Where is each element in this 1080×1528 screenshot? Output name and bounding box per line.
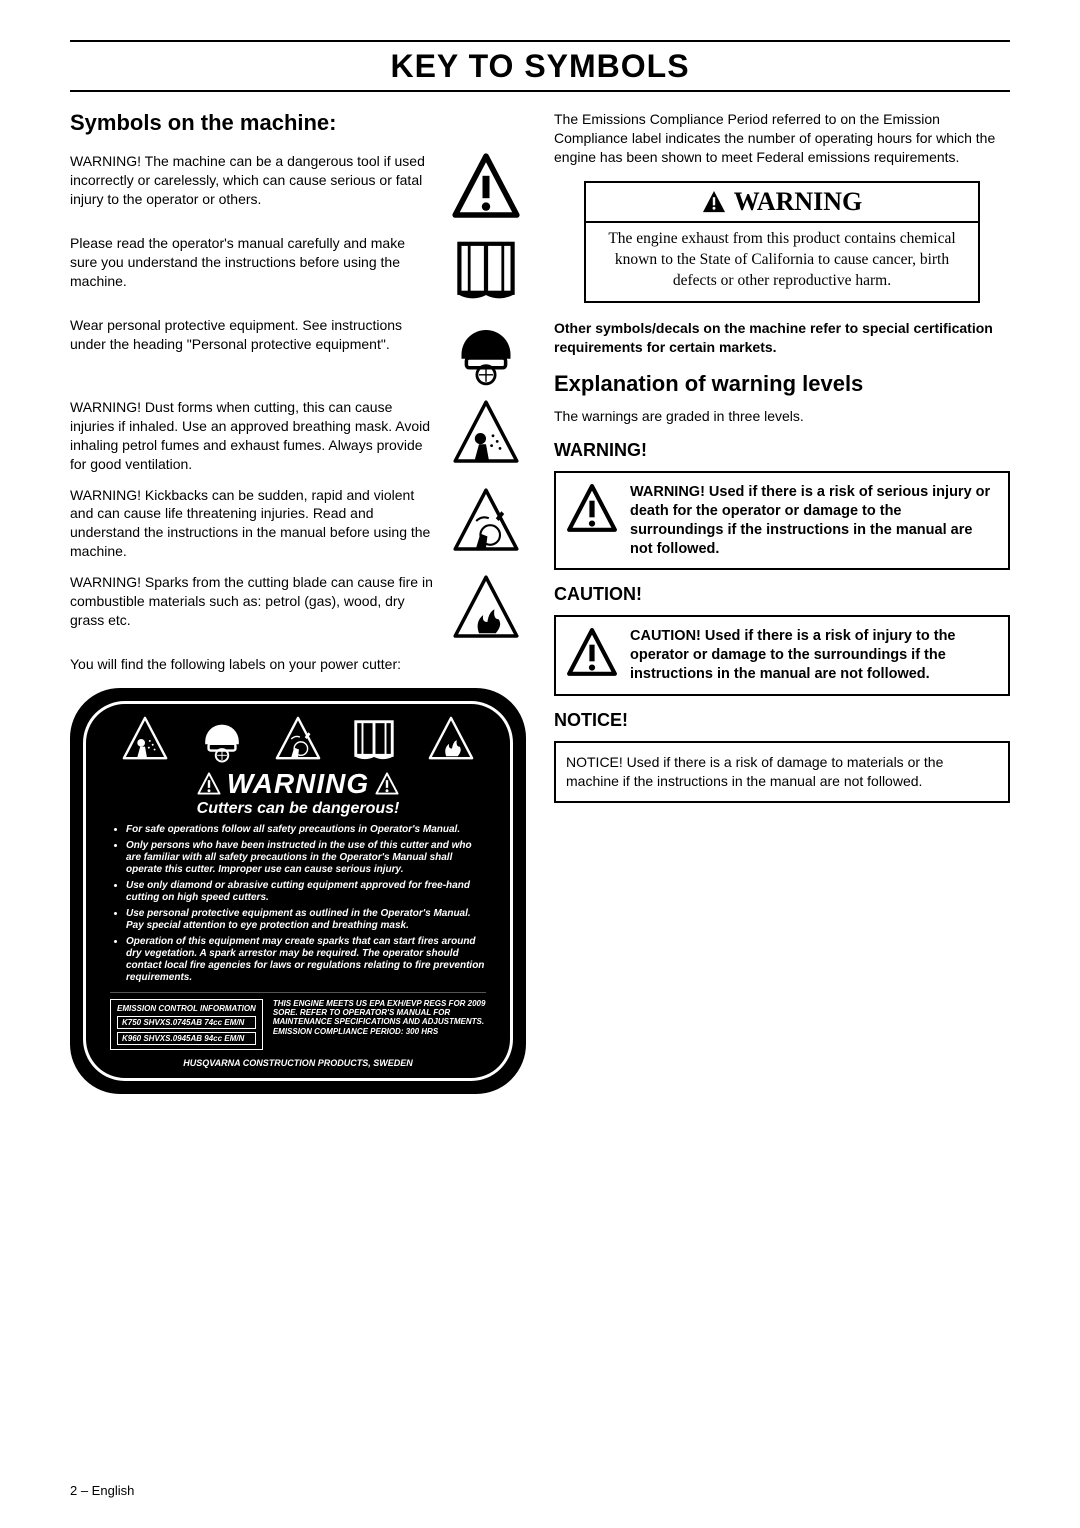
- label-bullet: Use personal protective equipment as out…: [126, 908, 486, 932]
- read-manual-icon: [446, 234, 526, 304]
- emissions-intro: The Emissions Compliance Period referred…: [554, 110, 1010, 167]
- symbol-ppe-text: Wear personal protective equipment. See …: [70, 316, 436, 354]
- exhaust-heading: WARNING: [734, 187, 863, 217]
- symbol-read-manual-text: Please read the operator's manual carefu…: [70, 234, 436, 291]
- dust-warning-icon: [446, 398, 526, 468]
- warning-triangle-icon: [446, 152, 526, 222]
- labels-intro: You will find the following labels on yo…: [70, 655, 526, 674]
- caution-level-box: CAUTION! Used if there is a risk of inju…: [554, 615, 1010, 696]
- ppe-helmet-icon: [446, 316, 526, 386]
- explanation-heading: Explanation of warning levels: [554, 371, 1010, 397]
- label-fire-icon: [427, 714, 475, 764]
- page-title: KEY TO SYMBOLS: [70, 46, 1010, 92]
- warning-triangle-icon: [566, 483, 618, 535]
- emission-row: K750 SHVXS.0745AB 74cc EM/N: [117, 1016, 256, 1029]
- notice-level-body: NOTICE! Used if there is a risk of damag…: [566, 754, 943, 789]
- warning-triangle-icon: [566, 627, 618, 679]
- label-dust-icon: [121, 714, 169, 764]
- label-bullet: Use only diamond or abrasive cutting equ…: [126, 880, 486, 904]
- label-bullet: For safe operations follow all safety pr…: [126, 824, 486, 836]
- warning-level-box: WARNING! Used if there is a risk of seri…: [554, 471, 1010, 570]
- label-book-icon: [350, 714, 398, 764]
- page-footer: 2 – English: [70, 1483, 134, 1498]
- label-warn-tri-right-icon: [375, 772, 399, 796]
- emission-info-box: EMISSION CONTROL INFORMATION K750 SHVXS.…: [110, 999, 263, 1050]
- fire-warning-icon: [446, 573, 526, 643]
- label-bullet: Operation of this equipment may create s…: [126, 936, 486, 984]
- symbol-dust-text: WARNING! Dust forms when cutting, this c…: [70, 398, 436, 474]
- label-bullet: Only persons who have been instructed in…: [126, 840, 486, 876]
- warning-level-body: WARNING! Used if there is a risk of seri…: [630, 483, 998, 558]
- symbol-kickback-text: WARNING! Kickbacks can be sudden, rapid …: [70, 486, 436, 562]
- warning-triangle-solid-icon: [702, 190, 726, 214]
- kickback-warning-icon: [446, 486, 526, 556]
- caution-level-body: CAUTION! Used if there is a risk of inju…: [630, 627, 998, 684]
- emission-title: EMISSION CONTROL INFORMATION: [117, 1004, 256, 1013]
- label-warning-word: WARNING: [227, 768, 369, 800]
- exhaust-body: The engine exhaust from this product con…: [586, 223, 978, 302]
- label-helmet-icon: [198, 714, 246, 764]
- right-column: The Emissions Compliance Period referred…: [554, 110, 1010, 1094]
- label-bullets: For safe operations follow all safety pr…: [126, 824, 486, 984]
- label-tagline: Cutters can be dangerous!: [110, 800, 486, 818]
- level-caution-heading: CAUTION!: [554, 584, 1010, 605]
- cutter-warning-label: WARNING Cutters can be dangerous! For sa…: [70, 688, 526, 1094]
- symbol-warning-general-text: WARNING! The machine can be a dangerous …: [70, 152, 436, 209]
- level-warning-heading: WARNING!: [554, 440, 1010, 461]
- left-column: Symbols on the machine: WARNING! The mac…: [70, 110, 526, 1094]
- graded-text: The warnings are graded in three levels.: [554, 407, 1010, 426]
- label-warn-tri-left-icon: [197, 772, 221, 796]
- epa-text: THIS ENGINE MEETS US EPA EXH/EVP REGS FO…: [273, 999, 486, 1050]
- emission-row: K960 SHVXS.0945AB 94cc EM/N: [117, 1032, 256, 1045]
- other-symbols-note: Other symbols/decals on the machine refe…: [554, 319, 1010, 357]
- label-kickback-icon: [274, 714, 322, 764]
- symbols-heading: Symbols on the machine:: [70, 110, 526, 136]
- notice-level-box: NOTICE! Used if there is a risk of damag…: [554, 741, 1010, 803]
- level-notice-heading: NOTICE!: [554, 710, 1010, 731]
- exhaust-warning-box: WARNING The engine exhaust from this pro…: [584, 181, 980, 304]
- symbol-fire-text: WARNING! Sparks from the cutting blade c…: [70, 573, 436, 630]
- label-maker: HUSQVARNA CONSTRUCTION PRODUCTS, SWEDEN: [110, 1058, 486, 1068]
